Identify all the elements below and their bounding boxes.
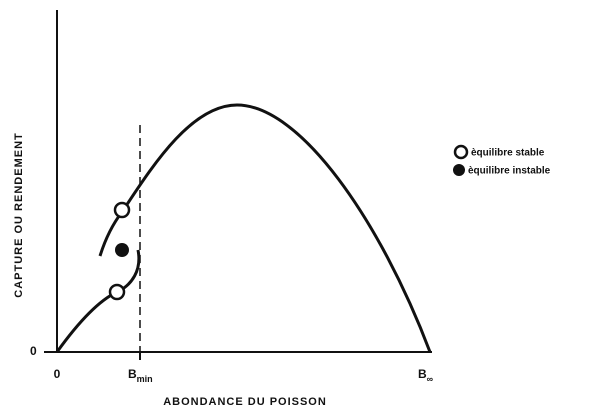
- bmin-label: Bmin: [128, 367, 153, 384]
- x-origin-label: 0: [54, 367, 61, 381]
- legend-unstable: èquilibre instable: [468, 166, 551, 177]
- y-origin-label: 0: [30, 344, 37, 358]
- unstable-point: [115, 243, 129, 257]
- legend-unstable-marker: [453, 164, 465, 176]
- stable-point: [113, 201, 131, 219]
- legend-stable: èquilibre stable: [471, 148, 545, 159]
- stable-point: [108, 283, 126, 301]
- y-axis-label: CAPTURE OU RENDEMENT: [13, 132, 25, 297]
- binf-base: B: [418, 367, 427, 381]
- bmin-base: B: [128, 367, 137, 381]
- binf-sub: ∞: [427, 374, 434, 384]
- binf-label: B∞: [418, 367, 434, 384]
- x-axis-label: ABONDANCE DU POISSON: [163, 396, 327, 408]
- legend-stable-marker: [453, 144, 469, 160]
- curve-upper: [98, 103, 432, 353]
- bmin-sub: min: [137, 374, 153, 384]
